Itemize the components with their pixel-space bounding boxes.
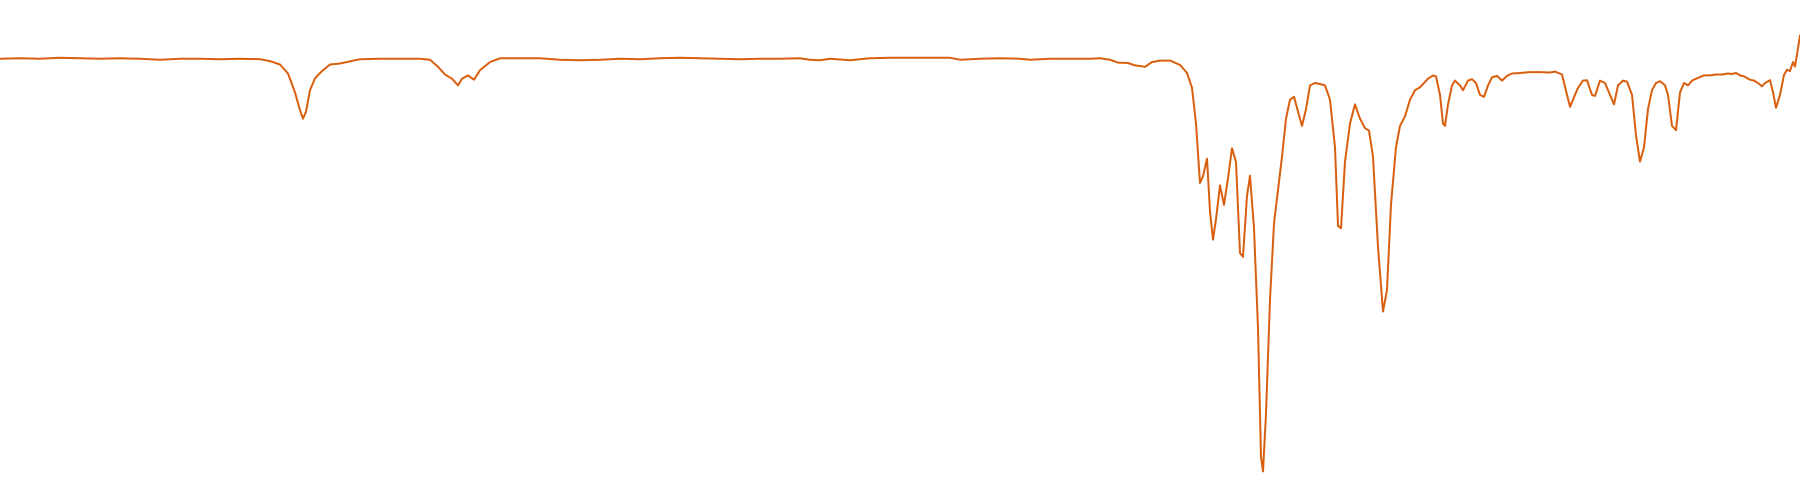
plot-area: [0, 34, 1800, 473]
series-line: [0, 34, 1800, 473]
